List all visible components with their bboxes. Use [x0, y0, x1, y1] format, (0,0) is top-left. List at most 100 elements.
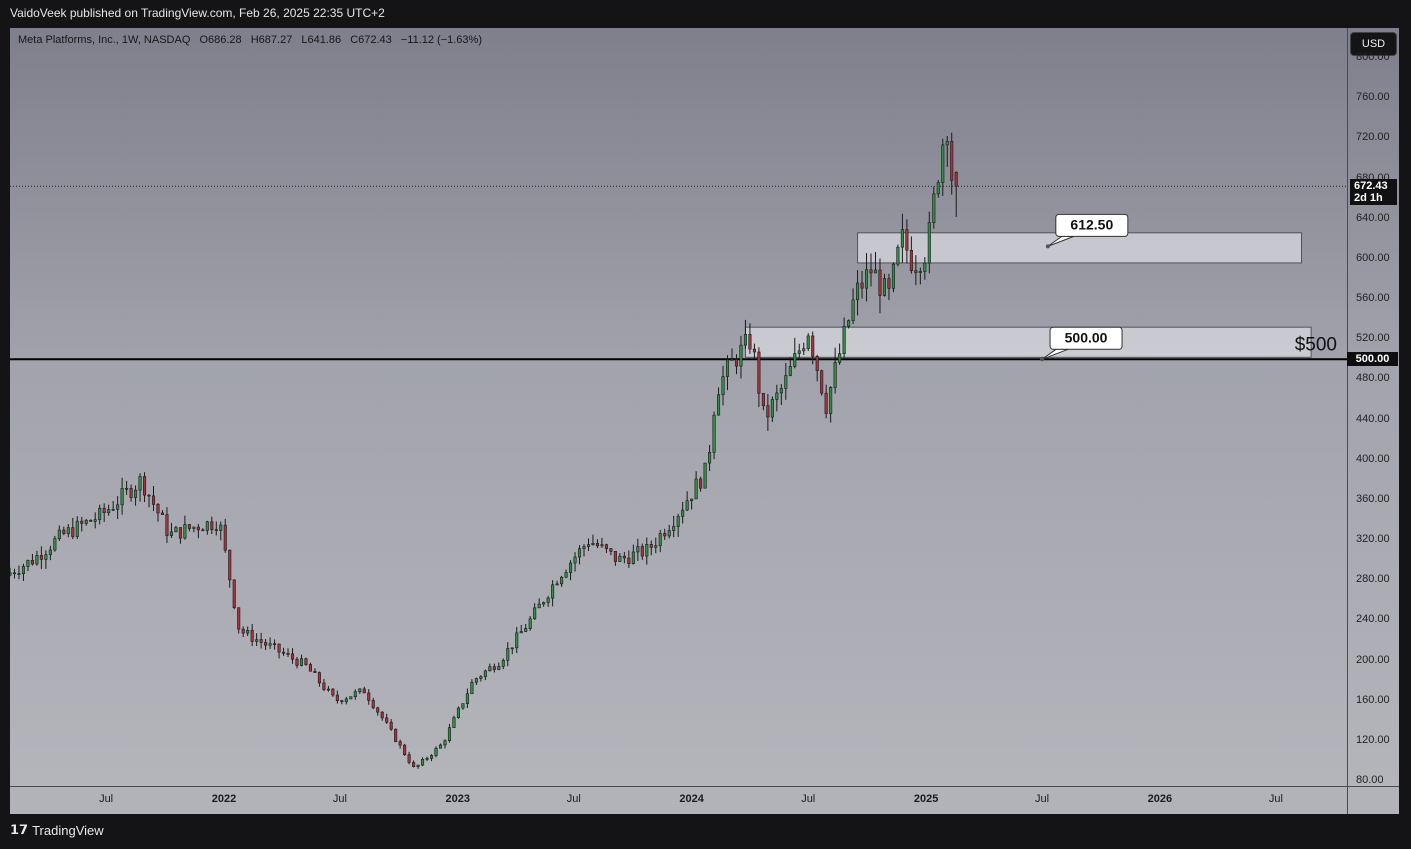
candle-body	[452, 717, 456, 728]
candle-body	[259, 639, 263, 643]
candle-body	[896, 246, 900, 265]
close-value: C672.43	[350, 34, 392, 46]
footer-brand: 𝟭𝟳 TradingView	[10, 822, 104, 838]
time-axis[interactable]	[10, 786, 1347, 814]
candle-body	[820, 370, 824, 394]
candle-body	[340, 700, 344, 703]
candle-body	[676, 516, 680, 527]
candle-body	[672, 526, 676, 531]
candle-body	[851, 299, 855, 321]
time-tick-label: Jul	[801, 793, 816, 805]
candle-body	[438, 744, 443, 749]
candle-body	[461, 703, 465, 709]
candle-body	[694, 478, 698, 500]
candle-body	[775, 392, 779, 400]
candle-body	[900, 229, 904, 248]
candle-body	[183, 524, 187, 539]
candle-body	[394, 728, 398, 742]
time-tick-label: 2024	[679, 793, 704, 805]
candle-body	[537, 603, 541, 609]
candle-body	[116, 504, 120, 510]
candle-body	[362, 688, 366, 694]
candle-body	[510, 647, 514, 650]
candle-body	[573, 556, 577, 564]
price-tick-label: 800.00	[1356, 51, 1390, 64]
candle-body	[425, 758, 429, 760]
candle-body	[277, 643, 281, 653]
time-tick-label: Jul	[566, 793, 581, 805]
candle-body	[927, 222, 931, 264]
candle-body	[120, 488, 124, 506]
candle-body	[806, 335, 810, 349]
candle-body	[223, 524, 227, 551]
candle-body	[681, 509, 685, 517]
candle-body	[730, 359, 734, 361]
candle-body	[89, 519, 93, 522]
candle-body	[470, 681, 474, 695]
currency-button[interactable]: USD	[1350, 32, 1397, 56]
candle-body	[232, 579, 236, 608]
candle-body	[864, 269, 869, 289]
level-price-label: 500.00	[1347, 352, 1398, 367]
candle-body	[595, 543, 599, 547]
candle-body	[201, 529, 205, 532]
candle-body	[923, 262, 927, 272]
candle-body	[734, 359, 739, 367]
candle-body	[546, 597, 550, 603]
candle-body	[577, 548, 582, 558]
candle-body	[98, 507, 102, 520]
candle-body	[241, 628, 245, 634]
candle-body	[358, 688, 362, 693]
publish-line: VaidoVeek published on TradingView.com, …	[10, 6, 385, 20]
candle-body	[528, 618, 532, 629]
candle-body	[205, 521, 209, 531]
candle-body	[604, 544, 608, 549]
candle-body	[847, 320, 851, 327]
candle-body	[591, 543, 595, 545]
candle-body	[882, 278, 886, 296]
candle-body	[407, 754, 411, 763]
candle-body	[53, 538, 57, 551]
candle-body	[950, 141, 954, 181]
candle-body	[869, 269, 873, 274]
candle-body	[640, 546, 644, 557]
candle-body	[331, 688, 335, 696]
price-axis[interactable]	[1347, 28, 1399, 786]
callout-text: 500.00	[1065, 329, 1108, 345]
candle-body	[165, 514, 169, 536]
brand-name: TradingView	[32, 822, 104, 838]
candle-body	[421, 758, 425, 766]
symbol-name[interactable]: Meta Platforms, Inc., 1W, NASDAQ	[18, 34, 191, 46]
price-tick-label: 720.00	[1356, 131, 1390, 144]
candle-body	[739, 344, 743, 367]
candle-body	[891, 263, 895, 289]
publish-header: VaidoVeek published on TradingView.com, …	[0, 0, 1411, 27]
candle-body	[10, 572, 12, 576]
plot-area[interactable]	[10, 28, 1347, 786]
time-tick-label: Jul	[99, 793, 114, 805]
candle-body	[326, 688, 330, 691]
candle-body	[909, 249, 913, 271]
last-price-value: 672.43	[1354, 180, 1388, 193]
candle-body	[905, 229, 909, 251]
price-tick-label: 480.00	[1356, 372, 1390, 385]
candle-body	[560, 576, 564, 585]
candle-body	[622, 555, 626, 559]
price-tick-label: 280.00	[1356, 573, 1390, 586]
time-tick-label: Jul	[1035, 793, 1050, 805]
candle-body	[524, 628, 528, 632]
candle-body	[264, 642, 268, 646]
candle-body	[371, 700, 375, 709]
candle-body	[465, 693, 469, 704]
candle-body	[609, 548, 613, 552]
candle-body	[802, 348, 806, 352]
candle-body	[748, 334, 752, 350]
candle-body	[456, 707, 460, 718]
candle-body	[685, 500, 689, 511]
candle-body	[779, 388, 783, 394]
price-tick-label: 240.00	[1356, 613, 1390, 626]
candle-body	[434, 747, 438, 756]
candle-body	[398, 741, 402, 746]
callout-anchor-dot	[1045, 244, 1050, 249]
candle-body	[299, 658, 304, 666]
